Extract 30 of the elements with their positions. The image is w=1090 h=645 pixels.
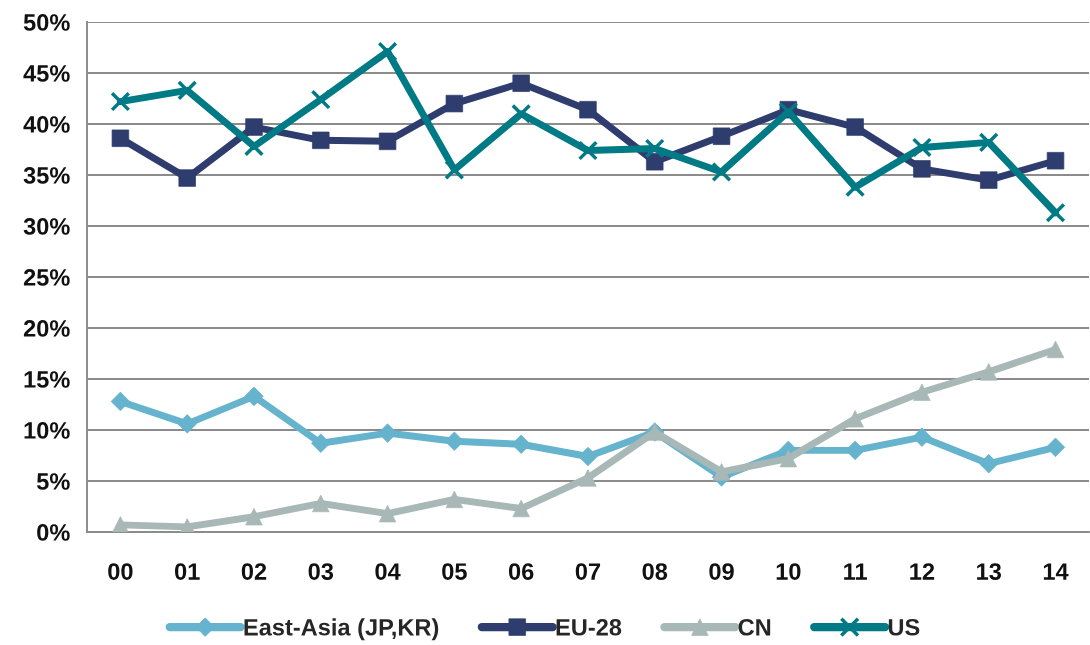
x-tick-label: 02	[241, 563, 267, 580]
x-tick-label: 10	[776, 563, 801, 580]
x-tick-label: 08	[642, 563, 668, 580]
y-tick-label: 20%	[23, 320, 70, 337]
x-tick-label: 04	[375, 563, 401, 580]
x-tick-label: 00	[108, 563, 133, 580]
y-tick-label: 5%	[36, 473, 70, 490]
x-tick-label: 07	[575, 563, 601, 580]
x-tick-label: 09	[709, 563, 734, 580]
y-tick-label: 0%	[37, 524, 70, 541]
y-tick-label: 45%	[23, 65, 70, 82]
y-tick-label: 30%	[23, 218, 70, 235]
x-tick-label: 11	[844, 563, 867, 580]
x-tick-label: 01	[174, 563, 200, 580]
x-tick-label: 14	[1043, 563, 1069, 580]
legend-label: US	[888, 618, 920, 636]
x-tick-label: 05	[442, 563, 467, 580]
y-tick-label: 10%	[24, 422, 70, 439]
x-tick-label: 12	[910, 563, 935, 580]
y-tick-label: 15%	[24, 371, 70, 388]
y-tick-label: 25%	[23, 269, 70, 286]
y-tick-label: 50%	[23, 14, 70, 31]
legend-label: East-Asia (JP,KR)	[244, 618, 439, 641]
x-tick-label: 06	[508, 563, 534, 580]
y-tick-label: 35%	[23, 167, 70, 184]
legend-label: EU-28	[556, 618, 622, 636]
x-tick-label: 03	[308, 563, 334, 580]
x-tick-label: 13	[977, 563, 1001, 580]
legend-label: CN	[738, 618, 771, 636]
y-tick-label: 40%	[23, 116, 70, 133]
